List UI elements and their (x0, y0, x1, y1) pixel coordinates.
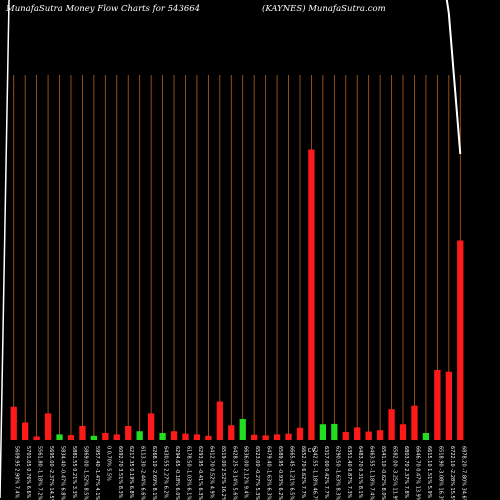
x-tick-label: 5701.05 0.76% 6.6% (25, 446, 31, 499)
bar (434, 370, 441, 440)
bar (285, 433, 292, 440)
x-tick-label: 5609.95 2.90% 7.4% (14, 446, 20, 499)
bar (457, 240, 464, 440)
x-tick-label: 6518.90 -3.08% 16.3% (437, 446, 443, 500)
x-tick-label: 6092.70 3.51% 8.3% (117, 446, 123, 499)
bar (125, 426, 132, 440)
x-tick-label: 6293.95 -0.41% 6.3% (197, 446, 203, 500)
extra-label: V (312, 448, 316, 454)
bar (33, 436, 40, 440)
x-tick-label: 0 0.70% 5.5% (105, 446, 111, 481)
bar (10, 406, 17, 440)
bar (296, 427, 304, 440)
x-tick-label: 6665.45 -1.21% 6.5% (289, 446, 295, 500)
x-tick-label: 6268.10 -2.69% 8.1% (151, 446, 157, 500)
bar (319, 424, 327, 440)
x-tick-label: 6479.40 -1.63% 6.3% (266, 446, 272, 500)
bar (228, 425, 235, 440)
x-tick-label: 5881.55 0.21% 3.3% (71, 446, 77, 499)
bar (44, 413, 52, 440)
bar (56, 434, 63, 440)
bar (102, 433, 109, 440)
x-tick-label: 6652.70 6.62% 7.7% (300, 446, 306, 499)
x-tick-label: 6290.50 -1.63% 8.3% (334, 446, 340, 500)
price-line-segment (0, 0, 10, 499)
x-tick-label: 6646.70 0.47% 13.9% (414, 446, 420, 500)
bar (342, 431, 349, 440)
bar (205, 435, 212, 440)
bar (365, 431, 372, 440)
bar (388, 409, 395, 440)
bar (170, 431, 178, 440)
x-tick-label: 6351.40 0.87% 7.3% (346, 446, 352, 499)
bar (79, 426, 86, 440)
x-tick-label: 6615.10 1.51% 5.9% (426, 446, 432, 499)
x-tick-label: 5834.40 -0.47% 6.8% (60, 446, 66, 500)
x-tick-label: 6582.00 -3.25% 11.9% (392, 446, 398, 500)
bar (376, 430, 384, 440)
x-tick-label: 6430.55 2.27% 6.2% (163, 446, 169, 499)
x-tick-label: 6317.00 0.42% 7.7% (323, 446, 329, 499)
x-tick-label: 5561.80 -1.18% 7.2% (37, 446, 43, 500)
bar (90, 435, 98, 440)
x-tick-label: 6541.10 -0.62% 8.0% (380, 446, 386, 500)
chart-header-right: (KAYNES) MunafaSutra.com (262, 4, 386, 14)
bar (182, 433, 189, 440)
x-tick-label: 6412.70 0.52% 4.9% (208, 446, 214, 499)
extra-label: C (308, 448, 312, 454)
bars (10, 149, 464, 440)
bar (22, 422, 29, 440)
x-tick-label: 6428.25 -3.14% 5.6% (231, 446, 237, 500)
x-tick-label: 6519.00 2.52% 16.2% (220, 446, 226, 500)
bar (411, 405, 418, 440)
bar (308, 149, 315, 440)
bar (216, 401, 223, 440)
x-tick-label: 6803.70 2.37% 7.8% (403, 446, 409, 499)
tick-labels: 5609.95 2.90% 7.4% 5701.05 0.76% 6.6% 5561… (14, 446, 467, 500)
bar (445, 371, 452, 440)
bar (262, 435, 269, 440)
bar (239, 419, 246, 440)
bar (422, 433, 430, 440)
x-tick-label: 6483.70 0.31% 8.1% (357, 446, 363, 499)
x-tick-label: 6722.10 -2.28% 15.5% (449, 446, 455, 500)
x-tick-label: 6294.65 -0.18% 6.0% (174, 446, 180, 500)
bar (331, 423, 338, 440)
bar (159, 433, 166, 440)
x-tick-label: 6217.35 0.19% 6.8% (128, 446, 134, 499)
x-tick-label: 6113.30 -2.44% 6.6% (140, 446, 146, 500)
bar (147, 413, 155, 440)
bar (251, 434, 258, 440)
bar (193, 434, 201, 440)
x-tick-label: 5695.00 -2.37% 14.5% (48, 446, 54, 500)
x-tick-label: 6589.95 -0.93% 6.2% (277, 446, 283, 500)
x-tick-label: 6636.00 2.12% 9.4% (243, 446, 249, 499)
chart-header-left: MunafaSutra Money Flow Charts for 543664 (6, 4, 201, 14)
bar (273, 434, 281, 440)
bar (67, 435, 75, 440)
x-tick-label: 6178.50 -1.03% 6.1% (185, 446, 191, 500)
bar (136, 431, 143, 440)
x-tick-label: 6242.55 -1.18% 46.7% (311, 446, 317, 500)
x-tick-label: 5869.00 -1.52% 8.5% (82, 446, 88, 500)
x-tick-label: 6878.20 -7.80% 34.6% (460, 446, 466, 500)
x-tick-label: 6463.55 -1.18% 7.4% (369, 446, 375, 500)
bar (399, 424, 407, 440)
bar (354, 427, 361, 440)
x-tick-label: 6523.00 -0.27% 5.3% (254, 446, 260, 500)
price-line-group (0, 0, 462, 499)
x-tick-label: 5957.40 -1.47% 4.1% (94, 446, 100, 500)
bar (113, 434, 120, 440)
